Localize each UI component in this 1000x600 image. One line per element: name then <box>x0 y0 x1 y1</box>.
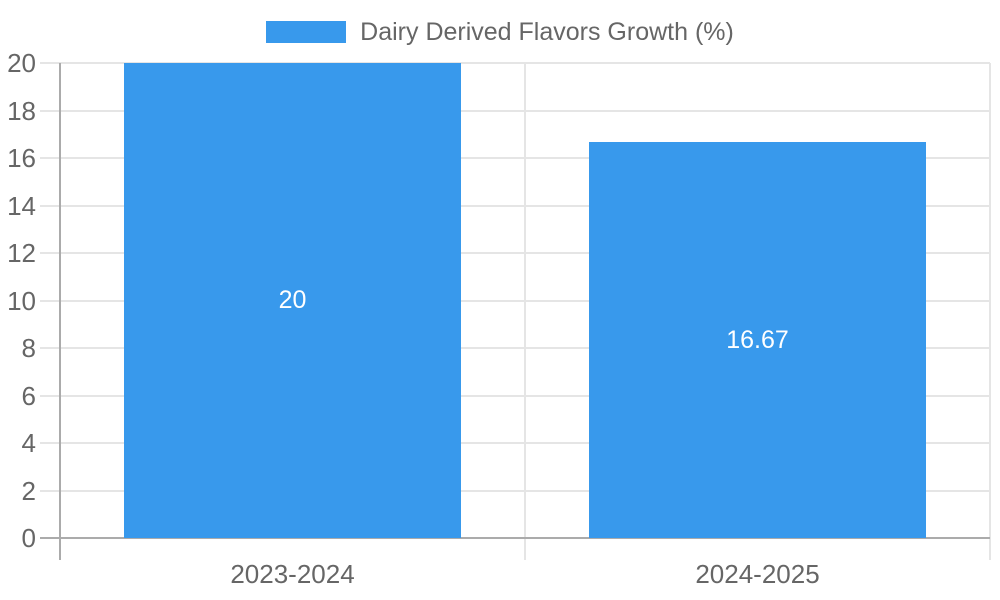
y-axis-tick-label: 12 <box>7 238 36 268</box>
y-tick <box>40 109 60 112</box>
y-axis-tick-label: 4 <box>21 428 36 458</box>
y-axis-tick-label: 2 <box>21 475 36 506</box>
x-axis-line <box>40 537 990 539</box>
y-axis-tick-label: 20 <box>7 48 36 78</box>
y-tick <box>40 347 60 349</box>
bar-value-label: 20 <box>278 286 307 314</box>
bar-2024-2025[interactable]: 16.67 <box>589 142 926 538</box>
y-axis-tick-label: 16 <box>7 143 36 173</box>
x-gridline <box>989 63 991 560</box>
bar-value-label: 16.67 <box>726 325 789 354</box>
legend-label: Dairy Derived Flavors Growth (%) <box>360 17 734 46</box>
y-axis-tick-label: 14 <box>7 190 36 221</box>
y-tick <box>40 442 60 444</box>
y-tick <box>40 62 60 64</box>
y-tick <box>40 299 60 302</box>
y-axis-tick-label: 8 <box>21 333 36 363</box>
y-axis-tick-label: 10 <box>7 285 36 316</box>
y-tick <box>40 394 60 397</box>
y-axis-tick-label: 0 <box>21 523 36 553</box>
y-axis-tick-label: 6 <box>21 380 36 411</box>
y-tick <box>40 204 60 207</box>
legend-swatch-icon <box>266 21 347 43</box>
legend[interactable]: Dairy Derived Flavors Growth (%) <box>0 14 1000 50</box>
y-tick <box>40 252 60 254</box>
x-axis-category-label: 2023-2024 <box>230 559 355 589</box>
x-gridline <box>524 63 526 560</box>
x-axis-category-label: 2024-2025 <box>695 559 820 589</box>
bar-2023-2024[interactable]: 20 <box>124 63 461 538</box>
y-tick <box>40 157 60 159</box>
y-axis-line <box>59 63 61 560</box>
y-tick <box>40 489 60 492</box>
y-axis-tick-label: 18 <box>7 95 36 126</box>
